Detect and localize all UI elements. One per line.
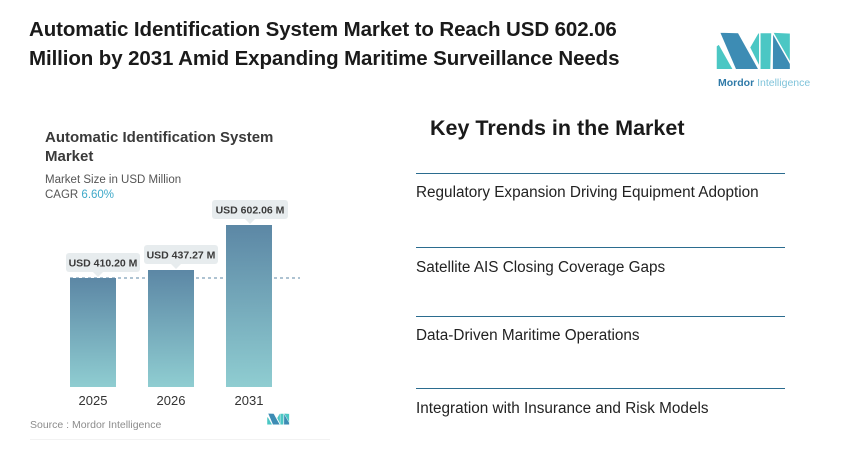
svg-text:2031: 2031 <box>235 393 264 408</box>
svg-text:USD 410.20 M: USD 410.20 M <box>69 258 138 270</box>
svg-text:2025: 2025 <box>79 393 108 408</box>
svg-text:Source : Mordor Intelligence: Source : Mordor Intelligence <box>30 419 161 431</box>
svg-text:USD 602.06 M: USD 602.06 M <box>216 205 285 217</box>
svg-text:USD 437.27 M: USD 437.27 M <box>147 250 216 262</box>
svg-text:2026: 2026 <box>157 393 186 408</box>
